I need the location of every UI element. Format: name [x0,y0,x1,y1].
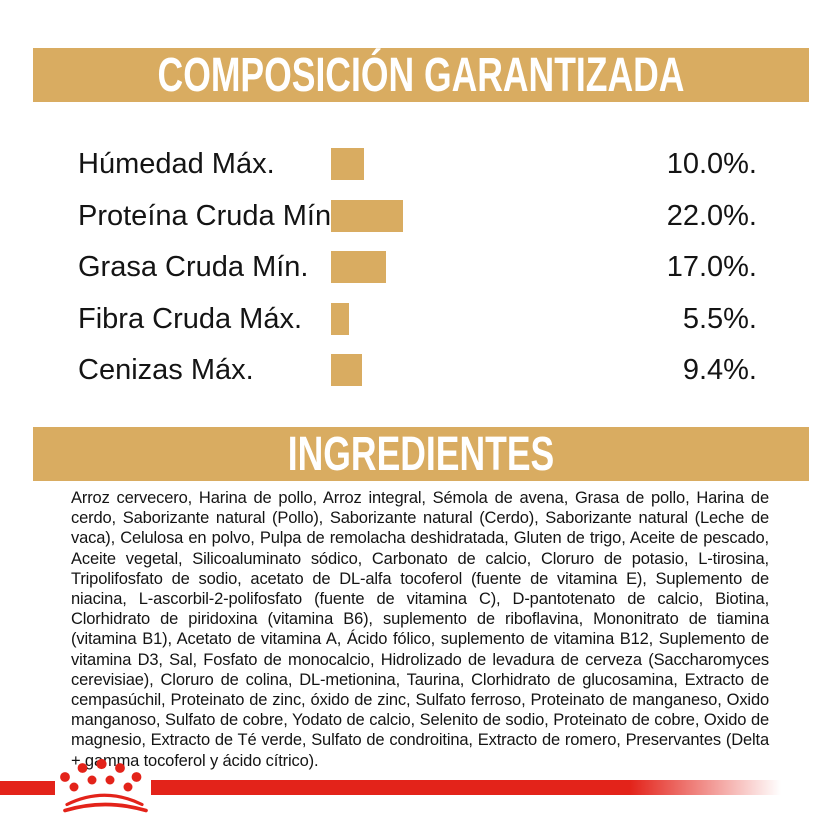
composition-row: Húmedad Máx. 10.0%. [0,148,840,180]
ingredients-title: INGREDIENTES [287,428,555,481]
nutrient-value: 10.0%. [666,148,757,180]
nutrient-value: 5.5%. [682,303,757,335]
nutrient-label: Proteína Cruda Mín. [78,200,340,232]
composition-row: Proteína Cruda Mín. 22.0%. [0,200,840,232]
nutrient-bar [331,303,349,335]
royal-canin-crown-icon [60,758,148,813]
composition-header-bar: COMPOSICIÓN GARANTIZADA [33,48,809,102]
ingredients-header-bar: INGREDIENTES [33,427,809,481]
nutrient-value: 22.0%. [666,200,757,232]
composition-row: Cenizas Máx. 9.4%. [0,354,840,386]
nutrient-label: Cenizas Máx. [78,354,254,386]
footer-stripe-right-fading [151,780,781,795]
nutrient-value: 9.4%. [682,354,757,386]
composition-row: Fibra Cruda Máx. 5.5%. [0,303,840,335]
composition-row: Grasa Cruda Mín. 17.0%. [0,251,840,283]
nutrient-bar [331,251,386,283]
footer-stripe-left [0,781,55,795]
nutrient-bar [331,354,362,386]
composition-title: COMPOSICIÓN GARANTIZADA [157,49,685,102]
nutrient-value: 17.0%. [666,251,757,283]
nutrient-label: Fibra Cruda Máx. [78,303,303,335]
nutrient-bar [331,200,403,232]
ingredients-text: Arroz cervecero, Harina de pollo, Arroz … [71,489,769,770]
nutrient-label: Húmedad Máx. [78,148,275,180]
nutrient-label: Grasa Cruda Mín. [78,251,309,283]
nutrient-bar [331,148,364,180]
